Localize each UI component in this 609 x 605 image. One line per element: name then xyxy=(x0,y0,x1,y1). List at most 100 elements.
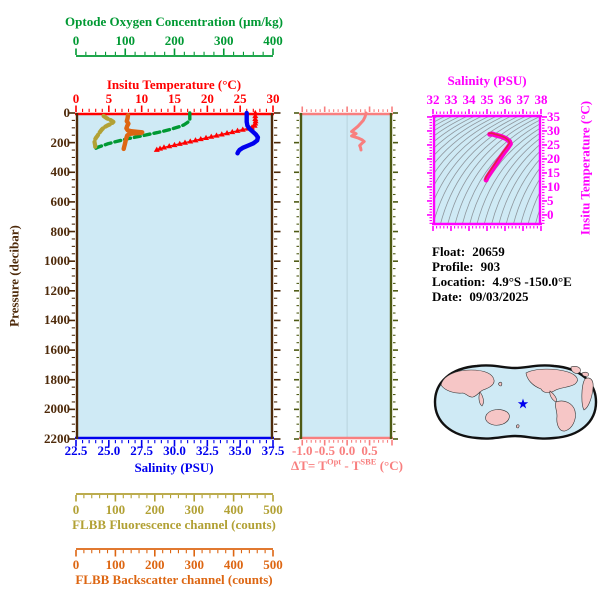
fluorescence-axis-title: FLBB Fluorescence channel (counts) xyxy=(72,517,276,532)
tick-label: 200 xyxy=(50,134,71,150)
tick-label: -1.0 xyxy=(291,443,313,458)
tick-label: 500 xyxy=(263,557,283,572)
tick-label: 1400 xyxy=(44,312,70,328)
location-label: Location: xyxy=(432,274,486,289)
oxygen-axis-title: Optode Oxygen Concentration (μm/kg) xyxy=(65,14,283,29)
tick-label: 2000 xyxy=(44,401,70,417)
tick-label: 36 xyxy=(498,92,512,107)
float-label: Float: xyxy=(432,244,466,259)
tick-label: 100 xyxy=(105,557,126,572)
fluorescence-axis xyxy=(75,493,274,502)
date-line: Date: 09/03/2025 xyxy=(432,289,572,304)
tick-label: 25.0 xyxy=(97,443,121,458)
date-label: Date: xyxy=(432,289,463,304)
tick-label: 33 xyxy=(444,92,458,107)
insitu-temp-axis xyxy=(75,105,274,112)
tick-label: 37.5 xyxy=(261,443,285,458)
map-landmass xyxy=(440,369,495,398)
panel-backgrounds xyxy=(76,113,541,439)
tick-label: 34 xyxy=(462,92,476,107)
map-landmass xyxy=(555,400,576,432)
map-landmass xyxy=(498,381,503,387)
delta-t-axis-title: ΔT= TOpt - TSBE (°C) xyxy=(291,456,403,473)
world-map xyxy=(433,364,598,440)
panel-borders xyxy=(75,112,542,440)
tick-label: 22.5 xyxy=(64,443,88,458)
tick-label: 5 xyxy=(547,192,554,208)
tick-label: 0 xyxy=(547,206,554,222)
map-landmass xyxy=(581,371,589,377)
tick-label: 200 xyxy=(145,502,165,517)
tick-label: 0 xyxy=(72,33,80,48)
profile-line: Profile: 903 xyxy=(432,259,572,274)
float-info: Float: 20659 Profile: 903 Location: 4.9°S -… xyxy=(432,244,572,304)
tick-label: 1600 xyxy=(44,342,70,358)
tick-label: 30 xyxy=(266,91,280,106)
date-value: 09/03/2025 xyxy=(469,289,529,304)
ts-isopycnal-contours xyxy=(433,115,541,225)
tick-label: 300 xyxy=(184,557,204,572)
delta-t-title-prefix: ΔT= T xyxy=(291,458,327,473)
backscatter-axis-title: FLBB Backscatter channel (counts) xyxy=(75,572,273,587)
float-value: 20659 xyxy=(472,244,505,259)
tick-label: 2200 xyxy=(44,431,70,446)
delta-t-title-mid: - T xyxy=(341,458,361,473)
tick-label: 32 xyxy=(426,92,440,107)
tick-label: 300 xyxy=(214,33,234,48)
tick-label: 500 xyxy=(263,502,283,517)
tick-label: 600 xyxy=(50,193,71,209)
tick-label: 100 xyxy=(105,502,126,517)
float-location-star xyxy=(517,398,529,409)
tick-label: 10 xyxy=(547,178,560,194)
pressure-axis xyxy=(68,112,281,440)
delta-t-axis xyxy=(294,106,398,446)
tick-label: 5 xyxy=(105,91,113,106)
tick-label: 25 xyxy=(547,136,560,152)
backscatter-axis xyxy=(75,548,274,557)
pressure-axis-title: Pressure (decibar) xyxy=(6,225,22,327)
delta-t-title-sup2: SBE xyxy=(360,456,377,467)
tick-label: 0 xyxy=(72,557,80,572)
tick-label: 0.5 xyxy=(361,443,378,458)
tick-label: 32.5 xyxy=(195,443,219,458)
series-Optode Oxygen xyxy=(93,111,192,151)
tick-label: 200 xyxy=(164,33,185,48)
map-landmass xyxy=(570,366,581,374)
tick-label: -0.5 xyxy=(314,443,335,458)
tick-label: 200 xyxy=(145,557,165,572)
tick-label: 1200 xyxy=(44,282,70,298)
location-line: Location: 4.9°S -150.0°E xyxy=(432,274,572,289)
location-value: 4.9°S -150.0°E xyxy=(492,274,572,289)
map-landmass xyxy=(525,368,578,394)
delta-t-series xyxy=(350,111,368,152)
tick-label: 15 xyxy=(547,164,560,180)
tick-label: 1800 xyxy=(44,371,70,387)
series-ΔT xyxy=(350,111,368,152)
float-id-line: Float: 20659 xyxy=(432,244,572,259)
profile-series xyxy=(92,109,261,156)
tick-label: 35.0 xyxy=(228,443,252,458)
map-landmass xyxy=(478,391,484,407)
insitu-temp-axis-title: Insitu Temperature (°C) xyxy=(106,77,242,92)
tick-label: 300 xyxy=(184,502,204,517)
tick-label: 0 xyxy=(63,105,71,120)
map-landmass xyxy=(485,409,510,426)
tick-label: 800 xyxy=(50,223,71,239)
tick-label: 10 xyxy=(135,91,149,106)
delta-t-title-sup1: Opt xyxy=(326,456,342,467)
map-landmass xyxy=(516,424,520,429)
tick-label: 20 xyxy=(547,150,560,166)
tick-label: 0.0 xyxy=(338,443,356,458)
tick-label: 27.5 xyxy=(130,443,154,458)
ts-salinity-axis-title: Salinity (PSU) xyxy=(447,73,527,88)
tick-label: 0 xyxy=(72,91,80,106)
series-FLBB Backscatter xyxy=(121,112,145,152)
series-Salinity xyxy=(235,110,261,156)
tick-label: 15 xyxy=(168,91,181,106)
map-landmass xyxy=(581,377,594,411)
oxygen-axis xyxy=(75,48,274,57)
tick-label: 30.0 xyxy=(163,443,186,458)
salinity-axis-title: Salinity (PSU) xyxy=(134,460,214,475)
tick-label: 1000 xyxy=(44,253,70,269)
tick-label: 25 xyxy=(233,91,247,106)
